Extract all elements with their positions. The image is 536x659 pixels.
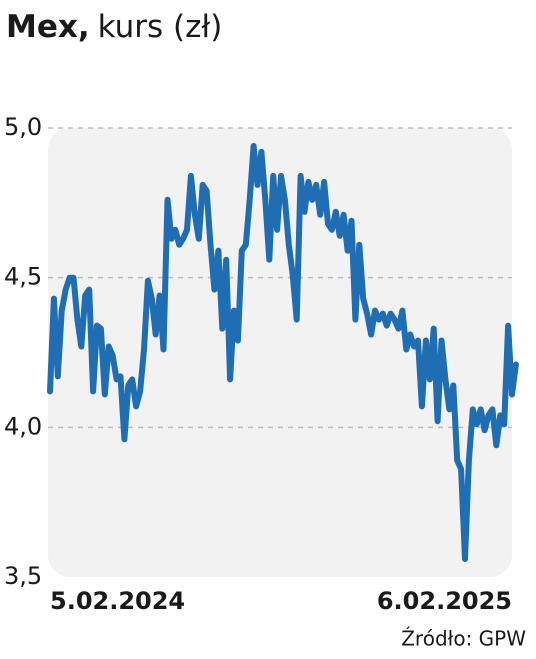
price-line — [47, 143, 519, 562]
y-tick-label: 3,5 — [4, 562, 42, 590]
x-tick-label: 5.02.2024 — [50, 587, 185, 615]
title: Mex, — [6, 9, 90, 45]
chart-title: Mex, kurs (zł) — [6, 9, 222, 45]
y-tick-label: 4,5 — [4, 263, 42, 291]
y-tick-label: 4,0 — [4, 412, 42, 440]
source: Źródło: GPW — [401, 627, 526, 651]
subtitle: kurs (zł) — [98, 9, 223, 45]
y-tick-label: 5,0 — [4, 113, 42, 141]
x-tick-label: 6.02.2025 — [377, 587, 512, 615]
